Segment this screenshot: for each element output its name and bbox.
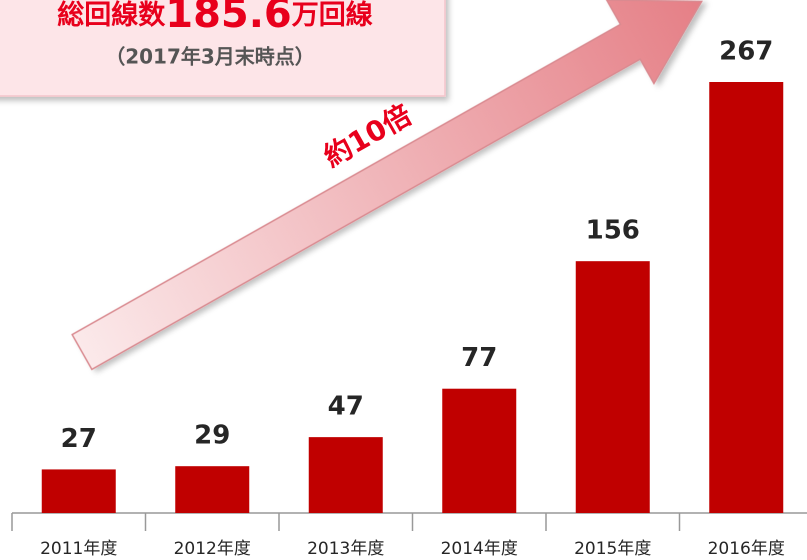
arrow-shape (71, 0, 703, 371)
bar (442, 388, 517, 513)
x-tick-label: 2013年度 (307, 539, 384, 559)
bar (41, 469, 116, 513)
x-tick-label: 2012年度 (174, 539, 251, 559)
value-label: 156 (586, 216, 640, 246)
bar (709, 82, 784, 513)
x-tick-label: 2015年度 (574, 539, 651, 559)
bar (175, 466, 250, 513)
callout-label: 総回線数 (57, 0, 166, 31)
value-label: 27 (61, 424, 97, 454)
callout-box (0, 0, 446, 97)
x-tick-label: 2014年度 (441, 539, 518, 559)
bar (308, 437, 383, 513)
callout-number: 185.6 (165, 0, 292, 37)
bar (575, 261, 650, 513)
callout: 総回線数185.6万回線 （2017年3月末時点） (0, 0, 446, 97)
value-label: 29 (194, 421, 230, 451)
value-label: 77 (461, 343, 497, 373)
x-tick-label: 2016年度 (708, 539, 785, 559)
callout-title: 総回線数185.6万回線 (57, 0, 373, 37)
callout-unit: 万回線 (292, 0, 373, 31)
value-label: 47 (328, 392, 364, 422)
value-label: 267 (719, 37, 773, 67)
x-tick-label: 2011年度 (40, 539, 117, 559)
callout-note: （2017年3月末時点） (105, 45, 315, 69)
